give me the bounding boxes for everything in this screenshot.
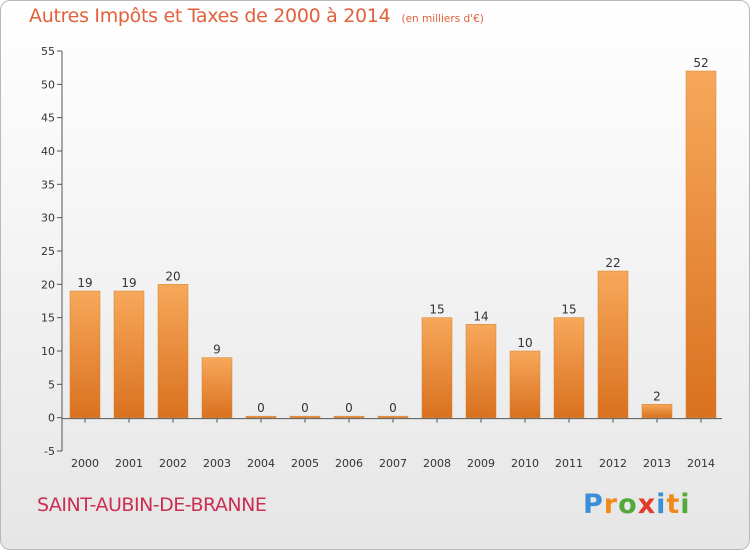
bar (69, 290, 101, 418)
logo-letter: P (583, 489, 604, 520)
x-tick-label: 2013 (643, 457, 671, 470)
x-tick-label: 2000 (71, 457, 99, 470)
data-label: 20 (165, 269, 180, 283)
data-label: 15 (429, 303, 444, 317)
bar (553, 317, 585, 418)
x-tick-label: 2007 (379, 457, 407, 470)
chart-subtitle: (en milliers d'€) (401, 13, 484, 25)
data-label: 0 (257, 401, 265, 415)
data-label: 9 (213, 343, 221, 357)
logo-letter: i (680, 489, 691, 520)
commune-name: SAINT-AUBIN-DE-BRANNE (37, 494, 267, 516)
y-tick-label: 20 (41, 278, 55, 291)
data-label: 19 (77, 276, 92, 290)
logo-letter: t (666, 489, 681, 520)
bar (509, 350, 541, 418)
x-tick-label: 2003 (203, 457, 231, 470)
data-label: 14 (473, 309, 488, 323)
bar (641, 404, 673, 418)
bar (289, 415, 321, 418)
data-label: 0 (345, 401, 353, 415)
data-label: 2 (653, 389, 661, 403)
x-tick-label: 2006 (335, 457, 363, 470)
logo-letter: i (656, 489, 667, 520)
x-tick-label: 2001 (115, 457, 143, 470)
x-tick-label: 2009 (467, 457, 495, 470)
data-label: 10 (517, 336, 532, 350)
logo-letter: r (603, 489, 619, 520)
proxiti-logo: Proxiti (583, 489, 691, 520)
data-label: 22 (605, 256, 620, 270)
y-tick-label: 0 (48, 412, 55, 425)
bar (421, 317, 453, 418)
y-tick-label: 30 (41, 212, 55, 225)
y-tick-label: -5 (44, 445, 55, 458)
y-tick-label: 25 (41, 245, 55, 258)
data-label: 52 (693, 56, 708, 70)
x-tick-label: 2014 (687, 457, 715, 470)
x-tick-label: 2004 (247, 457, 275, 470)
data-label: 19 (121, 276, 136, 290)
chart-title-area: Autres Impôts et Taxes de 2000 à 2014 (e… (29, 5, 484, 27)
bar (377, 415, 409, 418)
bar (201, 357, 233, 418)
x-tick-label: 2012 (599, 457, 627, 470)
x-tick-label: 2002 (159, 457, 187, 470)
x-tick-label: 2008 (423, 457, 451, 470)
y-tick-label: 50 (41, 78, 55, 91)
y-tick-label: 40 (41, 145, 55, 158)
y-tick-label: 55 (41, 45, 55, 58)
y-tick-label: 35 (41, 178, 55, 191)
bar (597, 270, 629, 418)
y-tick-label: 5 (48, 378, 55, 391)
x-tick-label: 2005 (291, 457, 319, 470)
x-tick-label: 2011 (555, 457, 583, 470)
bar (157, 284, 189, 418)
bar (465, 324, 497, 418)
chart-title: Autres Impôts et Taxes de 2000 à 2014 (29, 5, 391, 27)
bar (685, 70, 717, 418)
data-label: 0 (301, 401, 309, 415)
y-tick-label: 15 (41, 312, 55, 325)
y-tick-label: 45 (41, 112, 55, 125)
bar (333, 415, 365, 418)
logo-letter: o (618, 489, 638, 520)
bar (113, 290, 145, 418)
bar (245, 415, 277, 418)
y-tick-label: 10 (41, 345, 55, 358)
x-tick-label: 2010 (511, 457, 539, 470)
data-label: 0 (389, 401, 397, 415)
chart-bars (69, 70, 717, 418)
logo-letter: x (637, 489, 657, 520)
data-label: 15 (561, 303, 576, 317)
